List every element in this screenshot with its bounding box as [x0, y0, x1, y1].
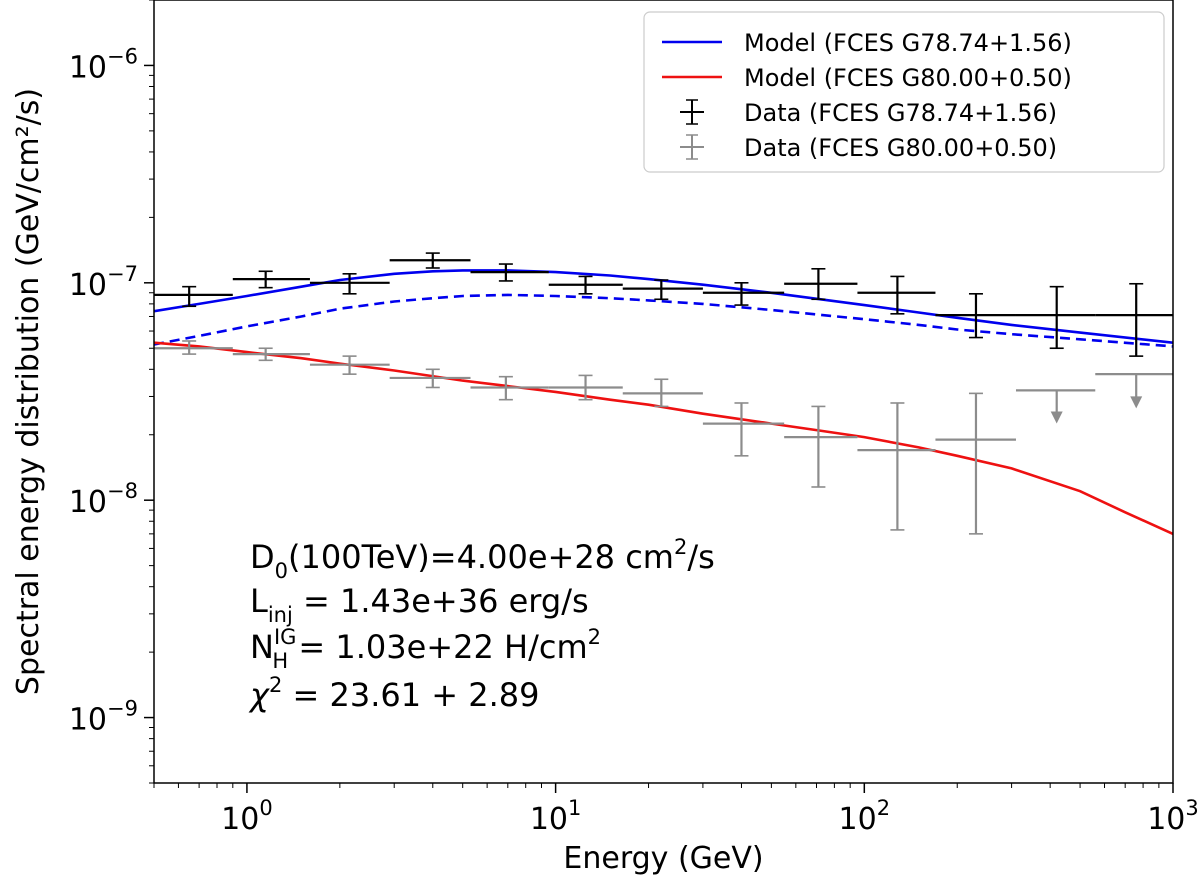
legend-frame	[643, 11, 1165, 173]
x-tick-label: 102	[839, 796, 891, 837]
data-point-2-2	[232, 347, 310, 362]
data-point-2-11	[935, 392, 1016, 535]
series-line-3	[154, 341, 1173, 536]
legend-label: Model (FCES G78.74+1.56)	[744, 29, 1072, 57]
data-point-1-9	[784, 268, 858, 301]
series-line-1	[154, 269, 1173, 344]
legend: Model (FCES G78.74+1.56) Model (FCES G80.…	[643, 11, 1165, 173]
data-point-2-5	[470, 375, 549, 401]
x-tick-label: 101	[530, 796, 582, 837]
data-point-1-7	[622, 279, 703, 301]
y-tick-label: 10−7	[69, 262, 138, 303]
data-point-1-4	[389, 252, 471, 269]
data-point-1-3	[309, 273, 390, 295]
data-point-1-8	[702, 282, 785, 306]
data-point-2-10	[857, 402, 936, 531]
plot-frame	[153, 0, 1174, 784]
data-point-1-10	[857, 275, 936, 315]
series-layer	[154, 269, 1173, 536]
data-point-2-8	[702, 402, 785, 457]
annotation-d0: D0(100TeV)=4.00e+28 cm2/s	[250, 535, 715, 583]
data-point-2-6	[548, 374, 623, 401]
legend-label: Model (FCES G80.00+0.50)	[744, 64, 1072, 92]
data-point-1-13	[1095, 282, 1173, 357]
series-line-2	[154, 293, 1173, 348]
legend-label: Data (FCES G78.74+1.56)	[744, 99, 1057, 127]
data-point-2-1	[154, 340, 233, 355]
data-point-2-4	[389, 368, 471, 389]
annotation-nh: NIG H = 1.03e+22 H/cm2	[250, 625, 601, 673]
data-point-2-9	[784, 405, 858, 488]
legend-item-4: Data (FCES G80.00+0.50)	[680, 134, 1057, 162]
upper-limit-1	[1015, 389, 1096, 424]
annotation-linj: Linj = 1.43e+36 erg/s	[250, 582, 589, 627]
x-tick-label: 100	[221, 796, 273, 837]
annotation-chi2: χ2 = 23.61 + 2.89	[248, 673, 539, 714]
legend-label: Data (FCES G80.00+0.50)	[744, 134, 1057, 162]
upper-limit-2	[1095, 373, 1173, 409]
y-tick-label: 10−8	[69, 479, 138, 520]
data-point-1-6	[548, 275, 623, 295]
data-point-1-12	[1015, 285, 1096, 350]
data-points-layer	[154, 252, 1173, 535]
y-tick-label: 10−6	[69, 44, 138, 85]
legend-item-2: Model (FCES G80.00+0.50)	[662, 64, 1072, 92]
data-point-1-1	[154, 285, 233, 308]
data-point-2-7	[622, 378, 703, 408]
legend-item-1: Model (FCES G78.74+1.56)	[662, 29, 1072, 57]
axis-ticks: 100 101 102 103 10−9 10−8 10−7 10−6	[69, 0, 1199, 837]
y-tick-label: 10−9	[69, 697, 138, 738]
data-point-1-2	[232, 270, 310, 289]
legend-item-3: Data (FCES G78.74+1.56)	[680, 99, 1057, 127]
x-tick-label: 103	[1147, 796, 1199, 837]
y-axis-label: Spectral energy distribution (GeV/cm²/s)	[11, 88, 46, 695]
data-point-1-11	[935, 293, 1016, 339]
data-point-1-5	[470, 263, 549, 282]
data-point-2-3	[309, 355, 390, 375]
x-axis-label: Energy (GeV)	[563, 841, 763, 876]
